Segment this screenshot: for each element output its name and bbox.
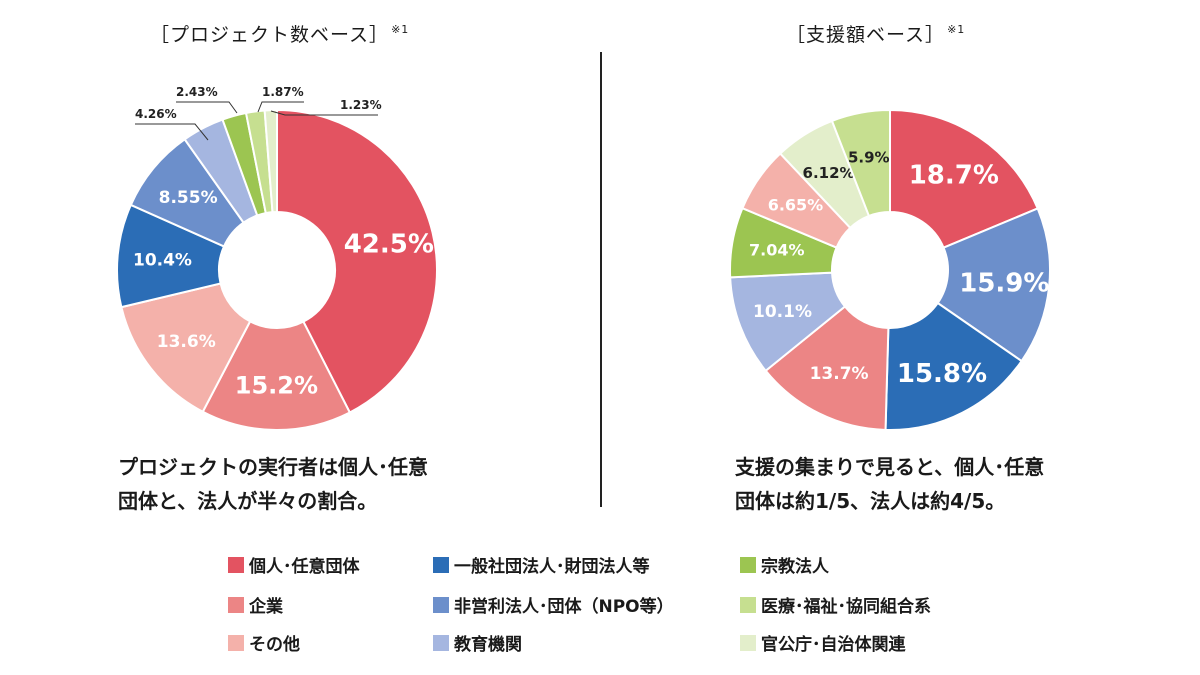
label-leader-line bbox=[135, 123, 209, 141]
slice-value-label: 8.55% bbox=[159, 188, 218, 208]
legend-item: 教育機関 bbox=[433, 630, 522, 655]
right-chart-title: ［支援額ベース］ ※1 bbox=[786, 20, 965, 47]
panel-divider bbox=[600, 52, 602, 507]
legend-item: 宗教法人 bbox=[740, 552, 829, 577]
slice-value-label: 18.7% bbox=[909, 161, 999, 191]
slice-value-label: 1.87% bbox=[262, 85, 304, 99]
right-caption-line-1: 支援の集まりで見ると、個人･任意 bbox=[735, 455, 1045, 479]
legend-swatch bbox=[740, 634, 756, 651]
left-chart-note: ※1 bbox=[391, 23, 410, 36]
legend-label: 宗教法人 bbox=[761, 557, 829, 577]
donut-slice bbox=[263, 108, 278, 214]
left-caption-line-1: プロジェクトの実行者は個人･任意 bbox=[118, 455, 428, 479]
right-caption: 支援の集まりで見ると、個人･任意 団体は約1/5、法人は約4/5。 bbox=[735, 450, 1044, 518]
legend-label: 非営利法人･団体（NPO等） bbox=[454, 597, 674, 617]
legend-label: その他 bbox=[249, 635, 300, 655]
slice-value-label: 15.9% bbox=[959, 268, 1049, 298]
legend-item: 医療･福祉･協同組合系 bbox=[740, 592, 931, 617]
donut-slice bbox=[884, 301, 1023, 431]
left-donut-chart: 42.5% 15.2% 13.6% 10.4% 8.55% 4.26% 2.43% 1.87%… bbox=[116, 85, 438, 431]
slice-value-label: 2.43% bbox=[176, 85, 218, 99]
slice-value-label: 6.12% bbox=[803, 164, 855, 182]
slice-value-label: 42.5% bbox=[344, 229, 434, 259]
right-chart-note: ※1 bbox=[947, 23, 966, 36]
legend-item: その他 bbox=[228, 630, 300, 655]
left-chart-title-text: ［プロジェクト数ベース］ bbox=[150, 24, 390, 46]
legend-swatch bbox=[228, 596, 244, 613]
legend-swatch bbox=[433, 596, 449, 613]
legend-swatch bbox=[228, 556, 244, 573]
donut-slice bbox=[889, 108, 1039, 250]
legend-item: 非営利法人･団体（NPO等） bbox=[433, 592, 674, 617]
legend-swatch bbox=[433, 634, 449, 651]
slice-value-label: 10.4% bbox=[133, 251, 192, 271]
slice-value-label: 7.04% bbox=[749, 241, 805, 260]
donut-slice bbox=[276, 108, 438, 414]
left-caption: プロジェクトの実行者は個人･任意 団体と、法人が半々の割合。 bbox=[118, 450, 428, 518]
left-chart-title: ［プロジェクト数ベース］ ※1 bbox=[150, 20, 409, 47]
legend-swatch bbox=[228, 634, 244, 651]
legend-item: 個人･任意団体 bbox=[228, 552, 360, 577]
label-leader-line bbox=[257, 101, 304, 113]
legend-item: 企業 bbox=[228, 592, 283, 617]
donut-slice bbox=[936, 207, 1051, 363]
legend-swatch bbox=[433, 556, 449, 573]
slice-value-label: 5.9% bbox=[848, 148, 890, 166]
legend-label: 教育機関 bbox=[454, 635, 522, 655]
slice-value-label: 13.7% bbox=[810, 364, 869, 384]
right-caption-line-2: 団体は約1/5、法人は約4/5。 bbox=[735, 489, 1006, 513]
legend-label: 個人･任意団体 bbox=[249, 557, 360, 577]
slice-value-label: 1.23% bbox=[340, 98, 382, 112]
legend-item: 官公庁･自治体関連 bbox=[740, 630, 906, 655]
right-donut-chart: 18.7% 15.9% 15.8% 13.7% 10.1% 7.04% 6.65% 6.12%… bbox=[729, 108, 1051, 431]
chart-legend: 個人･任意団体 一般社団法人･財団法人等 宗教法人 企業 非営利法人･団体（NP… bbox=[228, 552, 988, 662]
slice-value-label: 6.65% bbox=[768, 195, 824, 214]
legend-label: 一般社団法人･財団法人等 bbox=[454, 557, 650, 577]
legend-label: 企業 bbox=[249, 597, 283, 617]
right-chart-title-text: ［支援額ベース］ bbox=[786, 24, 946, 46]
slice-value-label: 10.1% bbox=[753, 302, 812, 322]
slice-value-label: 15.8% bbox=[897, 359, 987, 389]
slice-value-label: 15.2% bbox=[235, 372, 318, 400]
legend-label: 官公庁･自治体関連 bbox=[761, 635, 906, 655]
donut-slice bbox=[120, 282, 252, 414]
label-leader-line bbox=[270, 110, 378, 116]
slice-value-label: 4.26% bbox=[135, 107, 177, 121]
legend-item: 一般社団法人･財団法人等 bbox=[433, 552, 650, 577]
donut-slice bbox=[201, 320, 352, 431]
legend-swatch bbox=[740, 556, 756, 573]
legend-label: 医療･福祉･協同組合系 bbox=[761, 597, 931, 617]
donut-slice bbox=[764, 305, 890, 431]
legend-swatch bbox=[740, 596, 756, 613]
label-leader-line bbox=[176, 101, 238, 114]
left-caption-line-2: 団体と、法人が半々の割合。 bbox=[118, 489, 378, 513]
slice-value-label: 13.6% bbox=[157, 332, 216, 352]
donut-slice bbox=[830, 108, 891, 218]
